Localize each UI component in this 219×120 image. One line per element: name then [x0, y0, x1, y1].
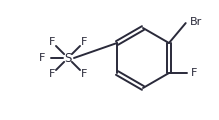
Text: F: F [49, 37, 55, 47]
Text: F: F [191, 68, 197, 78]
Text: Br: Br [190, 17, 202, 27]
Text: F: F [81, 37, 87, 47]
Text: F: F [49, 69, 55, 79]
Text: S: S [64, 51, 72, 65]
Text: F: F [39, 53, 46, 63]
Text: F: F [81, 69, 87, 79]
